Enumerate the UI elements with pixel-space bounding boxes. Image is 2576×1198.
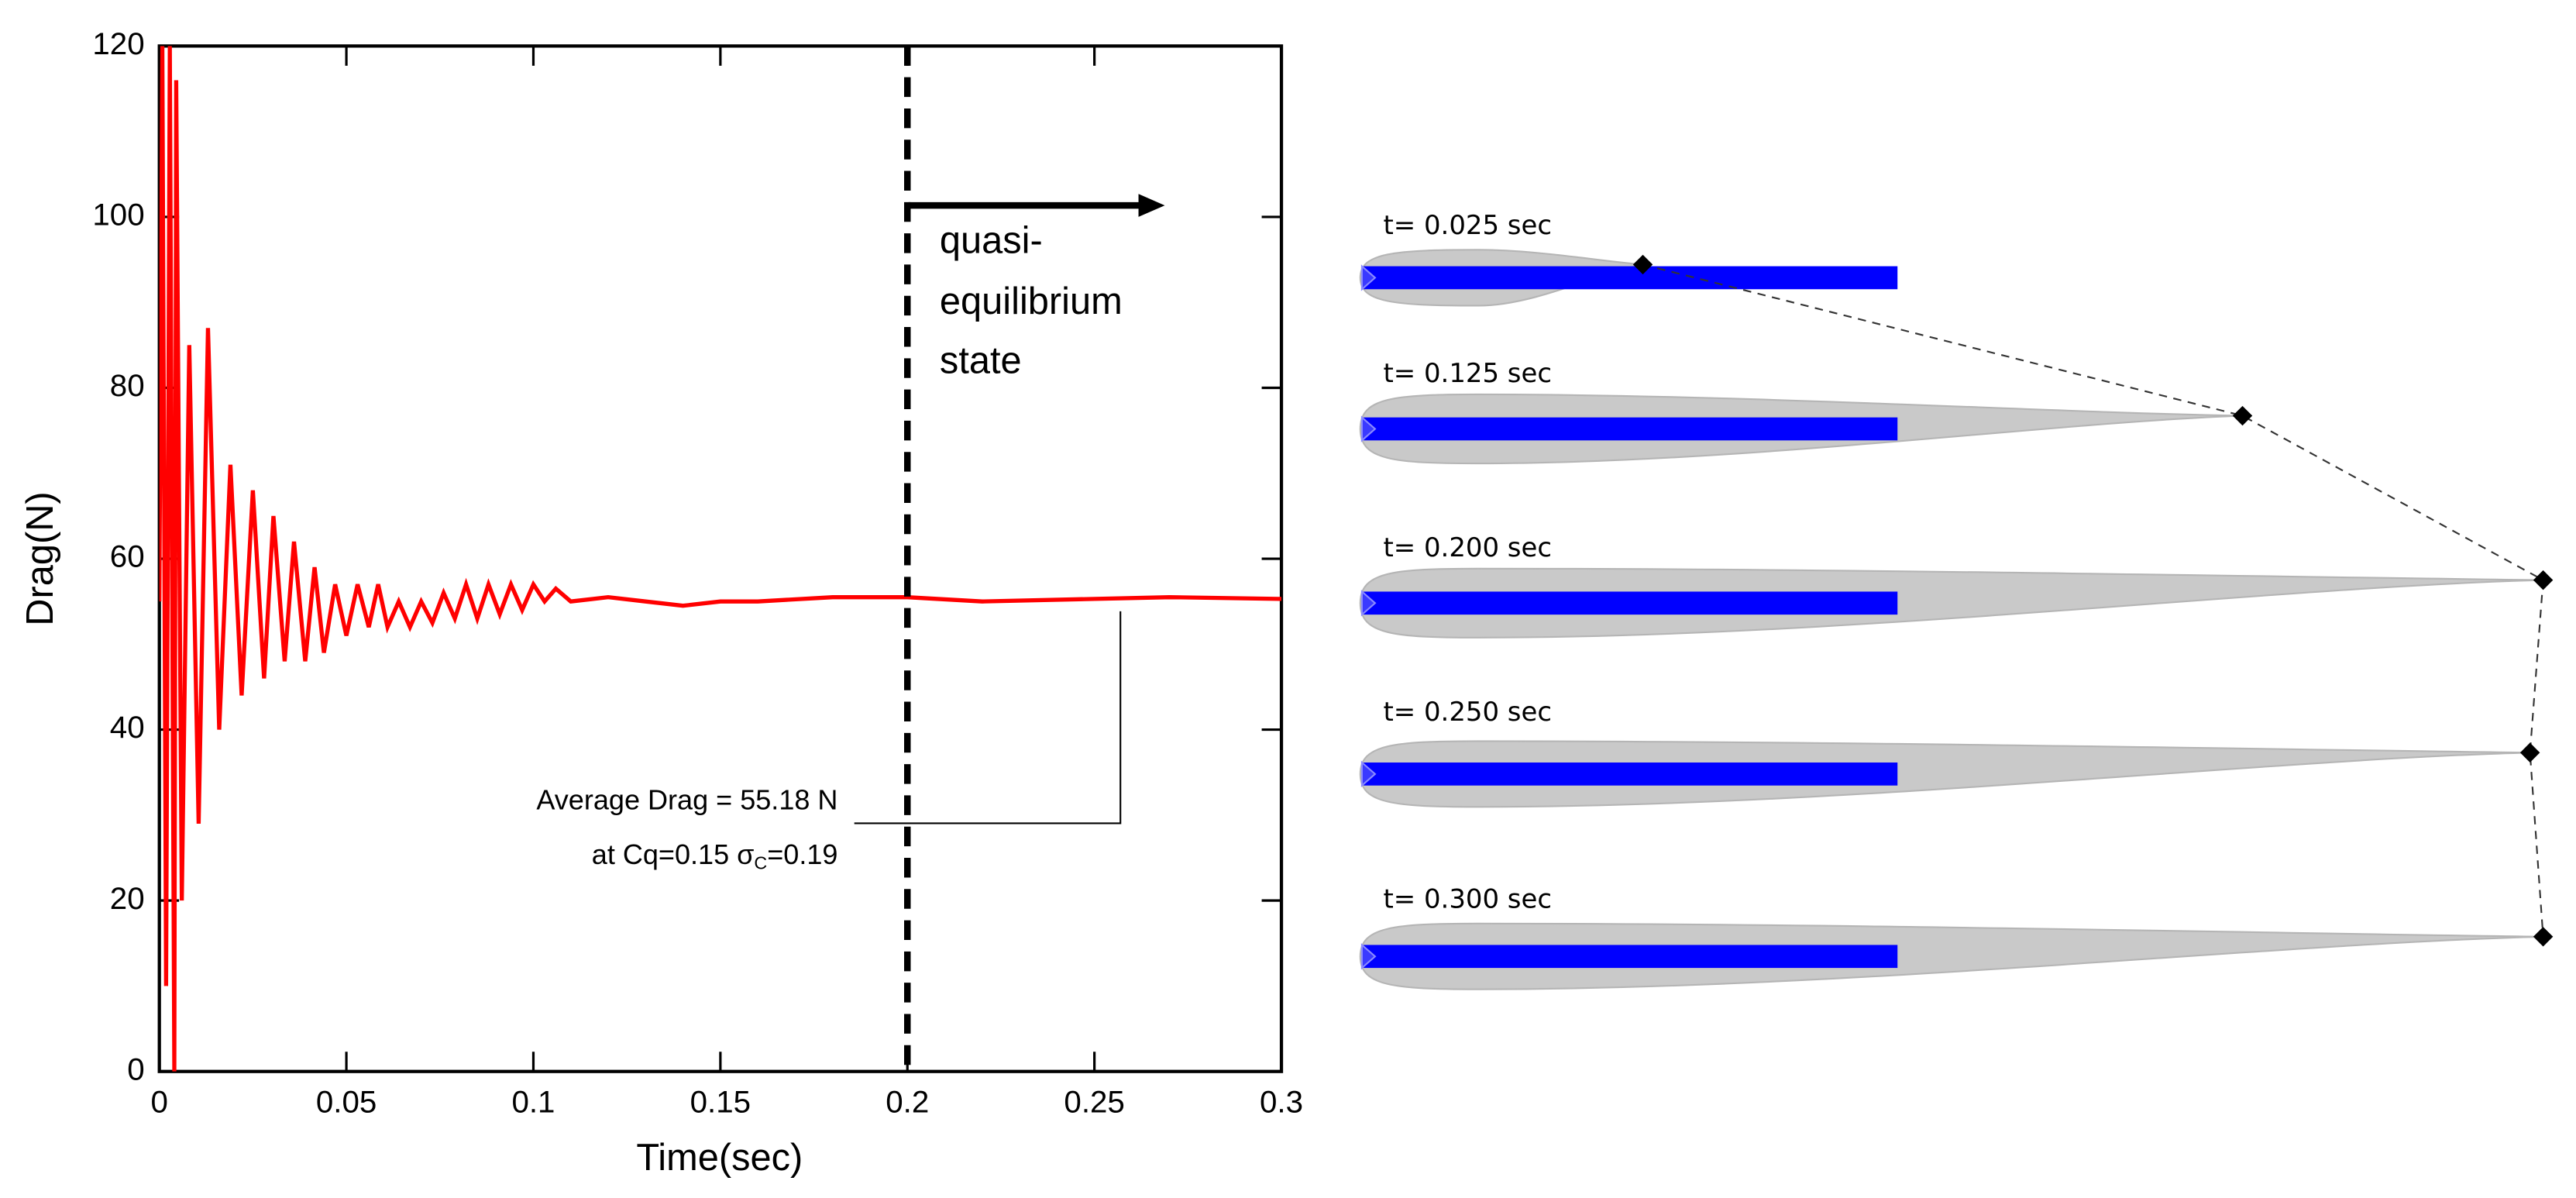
snapshot-label: t= 0.125 sec <box>1383 358 1551 388</box>
x-tick-label: 0.2 <box>886 1085 929 1120</box>
y-tick-label: 80 <box>110 368 145 403</box>
body-nose <box>1360 264 1377 291</box>
x-tick-label: 0.15 <box>690 1085 751 1120</box>
tip-marker <box>2533 570 2554 590</box>
body <box>1364 945 1898 969</box>
y-tick-label: 60 <box>110 539 145 574</box>
snapshot-label: t= 0.300 sec <box>1383 884 1551 914</box>
body <box>1364 763 1898 786</box>
snapshot-label: t= 0.025 sec <box>1383 210 1551 240</box>
plot-frame <box>157 44 1284 1073</box>
x-tick-label: 0.1 <box>511 1085 555 1120</box>
tip-marker <box>1632 254 1653 275</box>
y-axis-label: Drag(N) <box>19 491 61 625</box>
x-tick-label: 0.05 <box>316 1085 377 1120</box>
body <box>1364 266 1898 290</box>
y-tick-label: 0 <box>127 1052 144 1086</box>
body-nose <box>1360 943 1377 970</box>
x-tick-label: 0.25 <box>1064 1085 1124 1120</box>
annotation-line: equilibrium <box>940 281 1123 322</box>
body <box>1364 591 1898 615</box>
tip-marker <box>2232 405 2253 426</box>
snapshot-label: t= 0.250 sec <box>1383 697 1551 727</box>
y-tick-label: 20 <box>110 881 145 916</box>
average-drag-label: Average Drag = 55.18 N <box>536 783 837 815</box>
body <box>1364 417 1898 441</box>
conditions-subscript: C <box>754 853 767 873</box>
callout-line <box>854 611 1122 824</box>
x-tick-label: 0 <box>150 1085 167 1120</box>
body-nose <box>1360 415 1377 442</box>
body-nose <box>1360 760 1377 788</box>
y-tick-label: 120 <box>92 26 144 61</box>
tip-marker <box>2533 927 2554 947</box>
x-axis-label: Time(sec) <box>636 1137 803 1179</box>
tip-marker <box>2519 742 2540 763</box>
conditions-prefix: at Cq=0.15 σ <box>592 838 755 869</box>
snapshot-label: t= 0.200 sec <box>1383 532 1551 563</box>
conditions-suffix: =0.19 <box>767 838 837 869</box>
data-line <box>159 46 1282 1072</box>
arrow-head <box>1138 194 1165 217</box>
y-tick-label: 40 <box>110 710 145 745</box>
annotation-line: quasi- <box>940 220 1043 262</box>
y-tick-label: 100 <box>92 198 144 232</box>
plot: 0 20 40 60 80 100 120 0 0.05 0.1 0.15 0.2 0.25 0.3 <box>92 26 1303 1120</box>
body-nose <box>1360 590 1377 617</box>
x-tick-label: 0.3 <box>1260 1085 1303 1120</box>
cavity-diagram: t= 0.025 sec t= 0.125 sec t= 0.200 sec t= 0… <box>1359 210 2554 990</box>
conditions-label: at Cq=0.15 σC=0.19 <box>592 838 838 873</box>
annotation-line: state <box>940 340 1022 382</box>
